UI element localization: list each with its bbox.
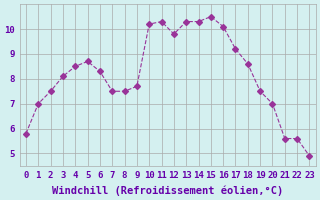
X-axis label: Windchill (Refroidissement éolien,°C): Windchill (Refroidissement éolien,°C) xyxy=(52,185,283,196)
